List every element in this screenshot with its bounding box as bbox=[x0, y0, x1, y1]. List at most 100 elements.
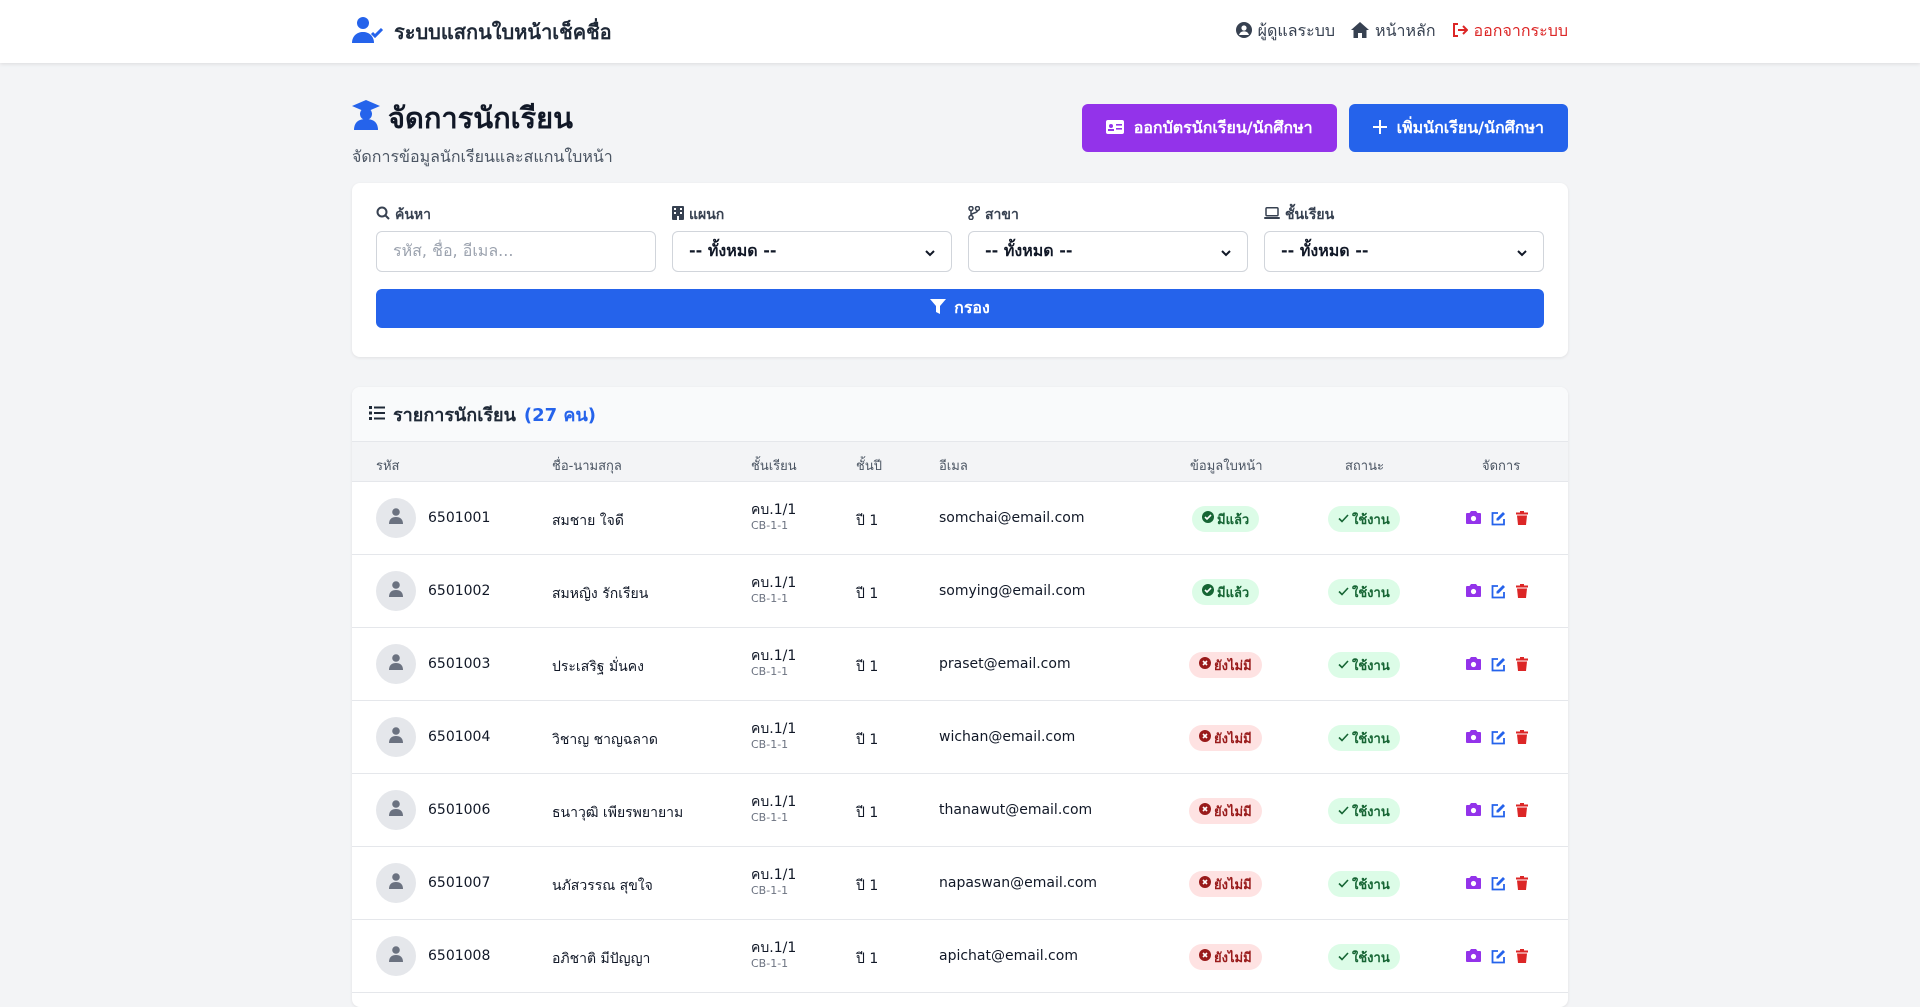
class-code: CB-1-1 bbox=[751, 519, 789, 532]
col-email: อีเมล bbox=[939, 459, 968, 474]
edit-icon[interactable] bbox=[1491, 949, 1506, 964]
face-badge-label: ยังไม่มี bbox=[1214, 731, 1252, 747]
face-badge-label: ยังไม่มี bbox=[1214, 950, 1252, 966]
student-email: napaswan@email.com bbox=[939, 875, 1098, 891]
student-name: ประเสริฐ มั่นคง bbox=[552, 659, 644, 675]
student-list-card: รายการนักเรียน (27 คน) รหัส ชื่อ-นามสกุล… bbox=[352, 387, 1568, 1007]
top-navbar: ระบบแสกนใบหน้าเช็คชื่อ ผู้ดูแลระบบ หน้าห… bbox=[0, 0, 1920, 63]
status-badge-label: ใช้งาน bbox=[1352, 950, 1390, 966]
student-code: 6501003 bbox=[428, 656, 491, 672]
major-select-value: -- ทั้งหมด -- bbox=[985, 241, 1073, 260]
check-icon bbox=[1338, 877, 1349, 892]
status-badge-label: ใช้งาน bbox=[1352, 512, 1390, 528]
student-year: ปี 1 bbox=[856, 513, 879, 529]
check-circle-icon bbox=[1202, 511, 1214, 527]
nav-home-label: หน้าหลัก bbox=[1375, 21, 1436, 40]
search-input[interactable]: รหัส, ชื่อ, อีเมล... bbox=[376, 231, 656, 272]
status-badge-label: ใช้งาน bbox=[1352, 804, 1390, 820]
student-class: คบ.1/1 CB-1-1 bbox=[751, 502, 796, 534]
camera-icon[interactable] bbox=[1466, 730, 1481, 745]
x-circle-icon bbox=[1199, 876, 1211, 892]
trash-icon[interactable] bbox=[1516, 657, 1528, 672]
student-class: คบ.1/1 CB-1-1 bbox=[751, 867, 796, 899]
edit-icon[interactable] bbox=[1491, 730, 1506, 745]
edit-icon[interactable] bbox=[1491, 876, 1506, 891]
student-class: คบ.1/1 CB-1-1 bbox=[751, 721, 796, 753]
student-year: ปี 1 bbox=[856, 878, 879, 894]
table-row: 6501007 นภัสวรรณ สุขใจ คบ.1/1 CB-1-1 ปี … bbox=[352, 847, 1568, 920]
table-body: 6501001 สมชาย ใจดี คบ.1/1 CB-1-1 ปี 1 so… bbox=[352, 482, 1568, 993]
nav-admin[interactable]: ผู้ดูแลระบบ bbox=[1235, 19, 1335, 44]
check-icon bbox=[1338, 950, 1349, 965]
col-class: ชั้นเรียน bbox=[751, 459, 797, 474]
home-icon bbox=[1351, 21, 1370, 42]
user-check-icon bbox=[352, 16, 384, 48]
user-icon bbox=[389, 508, 403, 528]
chevron-down-icon bbox=[1517, 242, 1527, 261]
avatar bbox=[376, 863, 416, 903]
trash-icon[interactable] bbox=[1516, 803, 1528, 818]
nav-home[interactable]: หน้าหลัก bbox=[1351, 19, 1436, 44]
edit-icon[interactable] bbox=[1491, 584, 1506, 599]
trash-icon[interactable] bbox=[1516, 511, 1528, 526]
plus-icon bbox=[1372, 119, 1387, 138]
edit-icon[interactable] bbox=[1491, 803, 1506, 818]
user-circle-icon bbox=[1235, 21, 1252, 42]
student-email: thanawut@email.com bbox=[939, 802, 1093, 818]
student-name: สมชาย ใจดี bbox=[552, 513, 624, 529]
filter-icon bbox=[930, 299, 947, 318]
trash-icon[interactable] bbox=[1516, 730, 1528, 745]
camera-icon[interactable] bbox=[1466, 803, 1481, 818]
app-title: ระบบแสกนใบหน้าเช็คชื่อ bbox=[394, 19, 612, 44]
student-class: คบ.1/1 CB-1-1 bbox=[751, 575, 796, 607]
nav-logout[interactable]: ออกจากระบบ bbox=[1452, 19, 1568, 44]
major-select[interactable]: -- ทั้งหมด -- bbox=[968, 231, 1248, 272]
x-circle-icon bbox=[1199, 949, 1211, 965]
camera-icon[interactable] bbox=[1466, 511, 1481, 526]
col-status: สถานะ bbox=[1345, 459, 1384, 474]
dept-select[interactable]: -- ทั้งหมด -- bbox=[672, 231, 952, 272]
trash-icon[interactable] bbox=[1516, 876, 1528, 891]
status-badge: ใช้งาน bbox=[1328, 944, 1400, 970]
edit-icon[interactable] bbox=[1491, 511, 1506, 526]
class-name: คบ.1/1 bbox=[751, 648, 797, 664]
camera-icon[interactable] bbox=[1466, 876, 1481, 891]
student-name: วิชาญ ชาญฉลาด bbox=[552, 732, 658, 748]
student-class: คบ.1/1 CB-1-1 bbox=[751, 648, 796, 680]
table-row: 6501001 สมชาย ใจดี คบ.1/1 CB-1-1 ปี 1 so… bbox=[352, 482, 1568, 555]
face-badge-label: มีแล้ว bbox=[1217, 585, 1250, 601]
class-select[interactable]: -- ทั้งหมด -- bbox=[1264, 231, 1544, 272]
class-name: คบ.1/1 bbox=[751, 940, 797, 956]
class-name: คบ.1/1 bbox=[751, 502, 797, 518]
filter-button[interactable]: กรอง bbox=[376, 289, 1544, 328]
class-code: CB-1-1 bbox=[751, 957, 789, 970]
trash-icon[interactable] bbox=[1516, 949, 1528, 964]
search-icon bbox=[376, 206, 390, 224]
check-icon bbox=[1338, 804, 1349, 819]
avatar bbox=[376, 936, 416, 976]
camera-icon[interactable] bbox=[1466, 657, 1481, 672]
avatar bbox=[376, 644, 416, 684]
issue-card-button[interactable]: ออกบัตรนักเรียน/นักศึกษา bbox=[1081, 104, 1337, 152]
list-title: รายการนักเรียน bbox=[393, 404, 516, 426]
brand[interactable]: ระบบแสกนใบหน้าเช็คชื่อ bbox=[352, 16, 612, 48]
student-year: ปี 1 bbox=[856, 659, 879, 675]
status-badge-label: ใช้งาน bbox=[1352, 585, 1390, 601]
student-year: ปี 1 bbox=[856, 805, 879, 821]
edit-icon[interactable] bbox=[1491, 657, 1506, 672]
student-year: ปี 1 bbox=[856, 951, 879, 967]
student-code: 6501006 bbox=[428, 802, 491, 818]
camera-icon[interactable] bbox=[1466, 584, 1481, 599]
table-row: 6501003 ประเสริฐ มั่นคง คบ.1/1 CB-1-1 ปี… bbox=[352, 628, 1568, 701]
table-row: 6501002 สมหญิง รักเรียน คบ.1/1 CB-1-1 ปี… bbox=[352, 555, 1568, 628]
sign-out-icon bbox=[1452, 22, 1468, 42]
add-student-button[interactable]: เพิ่มนักเรียน/นักศึกษา bbox=[1348, 104, 1568, 152]
camera-icon[interactable] bbox=[1466, 949, 1481, 964]
trash-icon[interactable] bbox=[1516, 584, 1528, 599]
student-class: คบ.1/1 CB-1-1 bbox=[751, 940, 796, 972]
student-code: 6501002 bbox=[428, 583, 491, 599]
face-badge-label: ยังไม่มี bbox=[1214, 877, 1252, 893]
filter-button-label: กรอง bbox=[954, 298, 990, 317]
face-badge: ยังไม่มี bbox=[1189, 725, 1262, 751]
add-student-label: เพิ่มนักเรียน/นักศึกษา bbox=[1396, 117, 1544, 137]
